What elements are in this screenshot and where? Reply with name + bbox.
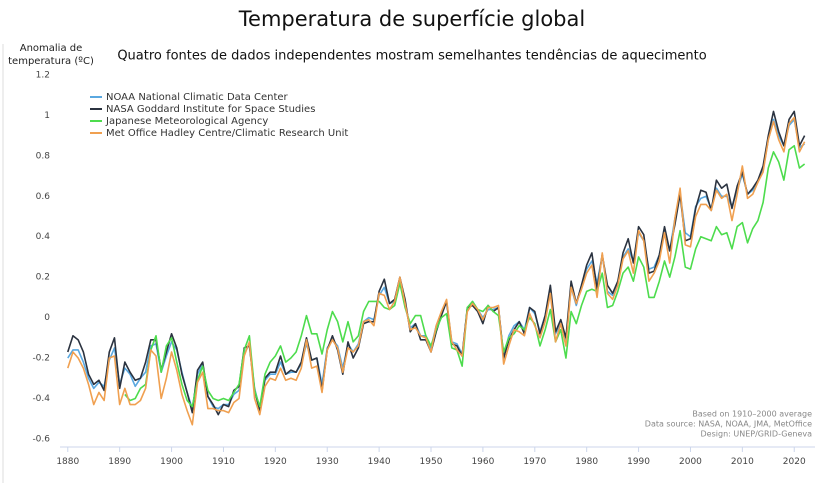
legend-label: Japanese Meteorological Agency bbox=[105, 116, 268, 127]
chart-title: Temperatura de superfície global bbox=[238, 7, 585, 31]
series-line bbox=[67, 116, 806, 426]
x-tick-label: 1960 bbox=[471, 457, 494, 467]
x-tick-label: 1900 bbox=[160, 457, 183, 467]
x-tick-label: 2020 bbox=[783, 457, 806, 467]
annotation: Based on 1910–2000 average bbox=[692, 410, 812, 419]
x-tick-label: 1980 bbox=[575, 457, 598, 467]
legend-label: Met Office Hadley Centre/Climatic Resear… bbox=[106, 128, 348, 139]
y-tick-label: -0.4 bbox=[32, 394, 50, 404]
x-tick-label: 1880 bbox=[56, 457, 79, 467]
y-tick-label: 0.6 bbox=[36, 192, 51, 202]
y-tick-label: 0.2 bbox=[36, 273, 50, 283]
chart-subtitle: Quatro fontes de dados independentes mos… bbox=[117, 49, 706, 64]
y-tick-label: -0.6 bbox=[32, 434, 50, 444]
series-line bbox=[67, 118, 806, 410]
y-tick-label: 0.4 bbox=[36, 232, 51, 242]
x-tick-label: 1970 bbox=[523, 457, 546, 467]
x-tick-label: 1910 bbox=[212, 457, 235, 467]
annotation: Design: UNEP/GRID-Geneva bbox=[701, 430, 813, 439]
x-tick-label: 1940 bbox=[368, 457, 391, 467]
y-tick-label: 0.8 bbox=[36, 151, 51, 161]
x-tick-label: 1990 bbox=[627, 457, 650, 467]
x-tick-label: 1920 bbox=[264, 457, 287, 467]
x-tick-label: 1950 bbox=[420, 457, 443, 467]
x-tick-label: 1890 bbox=[108, 457, 131, 467]
y-tick-label: 1 bbox=[44, 111, 50, 121]
annotation: Data source: NASA, NOAA, JMA, MetOffice bbox=[645, 420, 812, 429]
x-tick-label: 2000 bbox=[679, 457, 702, 467]
series-line bbox=[124, 144, 806, 408]
y-tick-label: 0 bbox=[44, 313, 50, 323]
x-tick-label: 2010 bbox=[731, 457, 754, 467]
legend-label: NOAA National Climatic Data Center bbox=[106, 92, 289, 103]
y-tick-label: 1.2 bbox=[36, 71, 50, 81]
y-tick-label: -0.2 bbox=[32, 354, 50, 364]
x-tick-label: 1930 bbox=[316, 457, 339, 467]
legend-label: NASA Goddard Institute for Space Studies bbox=[106, 104, 315, 115]
y-axis-label: Anomalia de temperatura (ºC) bbox=[8, 43, 94, 67]
